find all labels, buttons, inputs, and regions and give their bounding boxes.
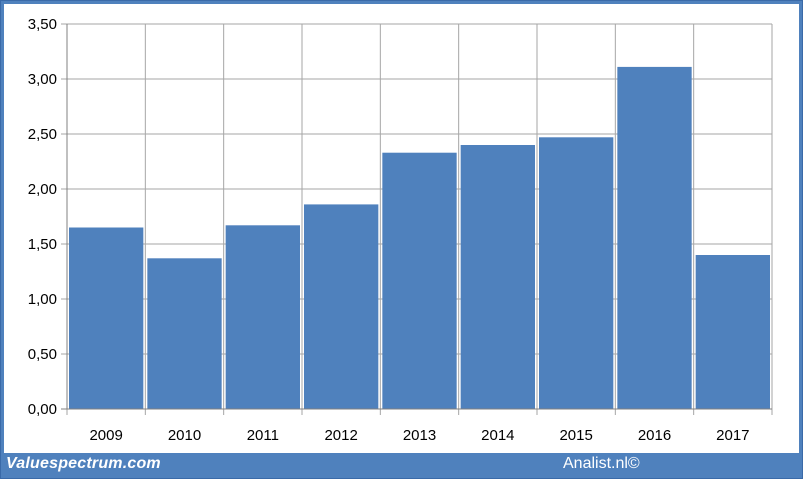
y-tick-label: 0,50 — [28, 346, 57, 363]
bar-2016 — [617, 66, 692, 410]
footer-source-right: Analist.nl© — [563, 455, 640, 472]
bar-series — [69, 66, 770, 410]
x-tick-label: 2015 — [559, 427, 592, 444]
y-tick-label: 0,00 — [28, 401, 57, 418]
x-tick-label: 2017 — [716, 427, 749, 444]
bar-2013 — [382, 152, 457, 409]
x-tick-label: 2012 — [324, 427, 357, 444]
x-tick-label: 2013 — [403, 427, 436, 444]
x-tick-label: 2011 — [247, 427, 279, 444]
bar-2009 — [69, 227, 144, 409]
x-tick-label: 2010 — [168, 427, 201, 444]
bar-2017 — [695, 255, 770, 409]
footer-source-left: Valuespectrum.com — [6, 455, 161, 472]
bar-2012 — [304, 204, 379, 409]
bar-2014 — [460, 145, 535, 409]
y-tick-label: 3,50 — [28, 16, 57, 33]
axes — [61, 24, 772, 410]
x-tick-label: 2016 — [638, 427, 671, 444]
x-tick-label: 2009 — [89, 427, 122, 444]
bar-2011 — [225, 225, 300, 409]
bar-2015 — [539, 137, 614, 410]
y-tick-label: 3,00 — [28, 71, 57, 88]
x-tick-label: 2014 — [481, 427, 514, 444]
y-tick-label: 2,50 — [28, 126, 57, 143]
y-tick-label: 1,00 — [28, 291, 57, 308]
x-tick-labels: 2009 2010 2011 2012 2013 2014 2015 2016 2017 — [89, 427, 749, 444]
bar-2010 — [147, 258, 222, 409]
y-tick-labels: 0,00 0,50 1,00 1,50 2,00 2,50 3,00 3,50 — [28, 16, 57, 418]
y-tick-label: 2,00 — [28, 181, 57, 198]
y-tick-label: 1,50 — [28, 236, 57, 253]
